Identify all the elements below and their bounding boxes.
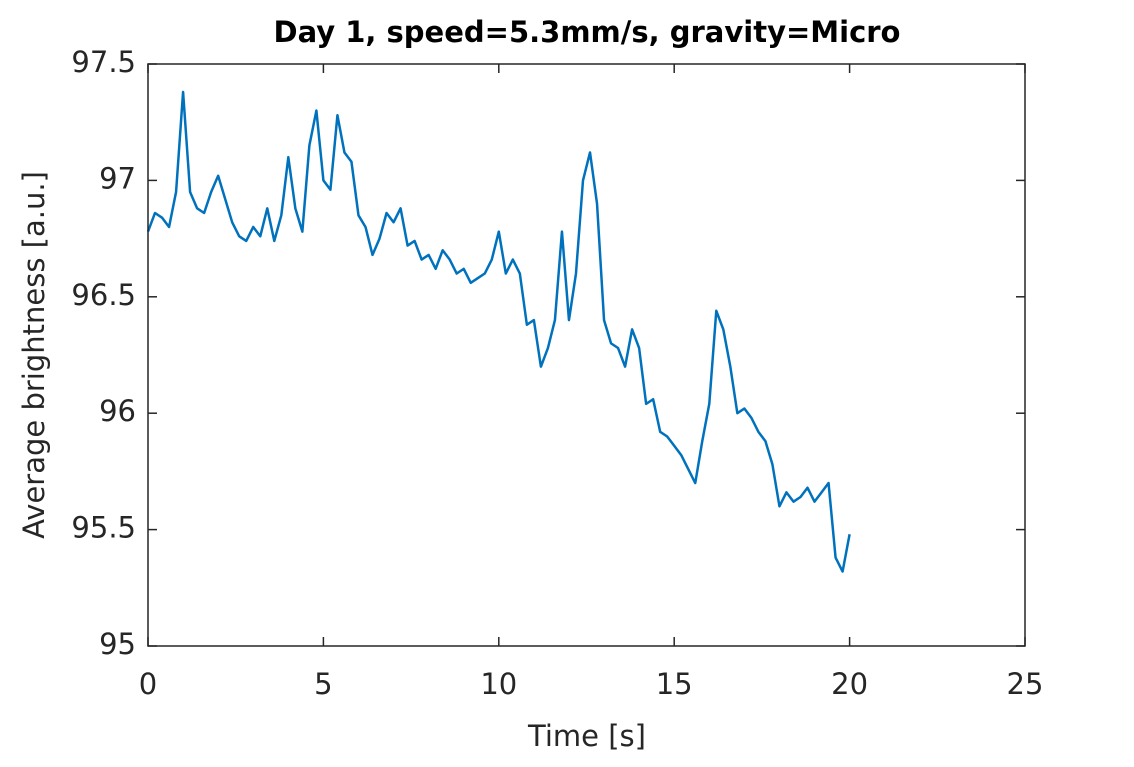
x-axis-label: Time [s] [527,719,646,753]
y-tick-label: 97.5 [71,45,136,79]
y-axis-label: Average brightness [a.u.] [17,171,51,539]
y-tick-label: 96 [99,394,136,428]
y-tick-label: 96.5 [71,278,136,312]
x-tick-label: 0 [139,667,157,701]
chart-title: Day 1, speed=5.3mm/s, gravity=Micro [274,15,901,49]
x-tick-label: 25 [1007,667,1044,701]
x-tick-label: 10 [480,667,517,701]
x-tick-label: 15 [656,667,693,701]
x-tick-label: 5 [314,667,332,701]
y-tick-label: 95 [99,627,136,661]
y-tick-label: 97 [99,161,136,195]
data-line [146,90,851,573]
x-tick-label: 20 [831,667,868,701]
plot-frame [147,63,1026,647]
y-tick-label: 95.5 [71,511,136,545]
